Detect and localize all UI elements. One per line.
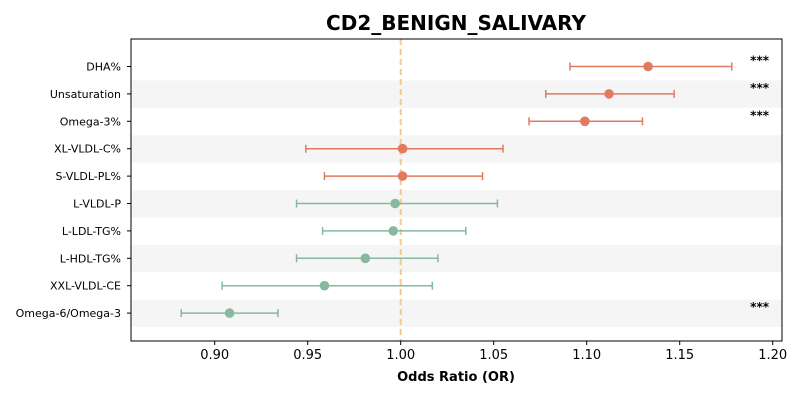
forest-row: *** <box>528 108 770 127</box>
y-tick-label: XL-VLDL-C% <box>54 143 121 156</box>
significance-marker: *** <box>750 108 770 122</box>
or-point <box>319 280 330 291</box>
x-tick-label: 1.10 <box>572 348 601 363</box>
or-point <box>643 61 653 72</box>
or-point <box>388 226 399 236</box>
y-tick-label: Omega-6/Omega-3 <box>16 307 121 320</box>
y-tick-label: Omega-3% <box>60 115 121 128</box>
forest-row <box>295 253 439 264</box>
forest-row <box>323 171 484 181</box>
y-tick-label: L-VLDL-P <box>73 198 121 211</box>
forest-row <box>321 226 467 236</box>
forest-row: *** <box>569 54 770 72</box>
forest-row <box>295 198 499 209</box>
y-tick-label: Unsaturation <box>50 88 121 101</box>
or-point <box>397 171 408 181</box>
forest-row: *** <box>180 300 770 318</box>
y-tick-label: XXL-VLDL-CE <box>50 280 121 293</box>
significance-marker: *** <box>750 81 770 95</box>
y-tick-label: DHA% <box>86 61 121 74</box>
y-tick-label: L-LDL-TG% <box>62 225 121 238</box>
data-rows: *** *** *** *** <box>180 54 770 318</box>
x-tick-label: 0.90 <box>200 348 229 363</box>
x-tick-label: 1.20 <box>758 348 787 363</box>
significance-marker: *** <box>750 300 770 314</box>
or-point <box>224 308 235 318</box>
forest-row: *** <box>545 81 770 99</box>
row-stripe <box>131 244 782 273</box>
x-tick-label: 0.95 <box>293 348 322 363</box>
x-tick-label: 1.15 <box>665 348 694 363</box>
y-tick-label: S-VLDL-PL% <box>55 170 121 183</box>
x-axis: 0.90 0.95 1.00 1.05 1.10 1.15 1.20 <box>200 341 787 363</box>
forest-row <box>221 280 434 291</box>
y-axis-labels: DHA% Unsaturation Omega-3% XL-VLDL-C% S-VLDL… <box>16 61 131 320</box>
plot-frame <box>130 38 783 342</box>
x-tick-label: 1.05 <box>479 348 508 363</box>
x-axis-label: Odds Ratio (OR) <box>397 370 515 385</box>
chart-title: CD2_BENIGN_SALIVARY <box>326 11 586 35</box>
or-point <box>360 253 371 264</box>
significance-marker: *** <box>750 54 770 68</box>
or-point <box>390 198 400 209</box>
forest-row <box>305 143 504 154</box>
y-tick-label: L-HDL-TG% <box>60 252 121 265</box>
or-point <box>604 89 614 99</box>
or-point <box>580 116 590 127</box>
x-tick-label: 1.00 <box>386 348 415 363</box>
or-point <box>397 143 408 154</box>
row-stripe <box>131 80 782 108</box>
